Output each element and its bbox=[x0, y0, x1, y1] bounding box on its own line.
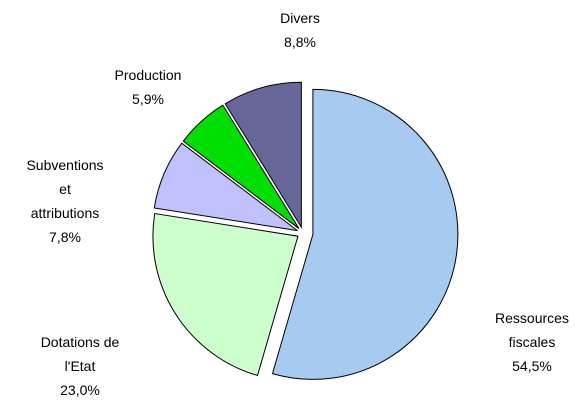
value-label: 23,0% bbox=[60, 382, 100, 398]
slice-label: Dotations de l'Etat 23,0% bbox=[10, 330, 150, 402]
slice-label: Ressources fiscales 54,5% bbox=[462, 306, 586, 378]
pie-slice bbox=[271, 88, 459, 380]
value-label: 7,8% bbox=[49, 229, 81, 245]
slice-label: Subventions et attributions 7,8% bbox=[0, 153, 135, 249]
category-label: Dotations de l'Etat bbox=[40, 334, 120, 374]
value-label: 8,8% bbox=[284, 34, 316, 50]
category-label: Divers bbox=[280, 10, 320, 26]
value-label: 54,5% bbox=[512, 358, 552, 374]
category-label: Ressources fiscales bbox=[495, 310, 569, 350]
slice-label: Divers 8,8% bbox=[230, 6, 370, 54]
value-label: 5,9% bbox=[132, 91, 164, 107]
slice-label: Production 5,9% bbox=[78, 63, 218, 111]
pie-slice bbox=[152, 212, 299, 377]
pie-slice bbox=[224, 81, 302, 229]
pie-slice bbox=[182, 104, 300, 229]
category-label: Subventions et attributions bbox=[26, 157, 104, 221]
pie-slice bbox=[153, 142, 298, 232]
category-label: Production bbox=[114, 67, 182, 83]
